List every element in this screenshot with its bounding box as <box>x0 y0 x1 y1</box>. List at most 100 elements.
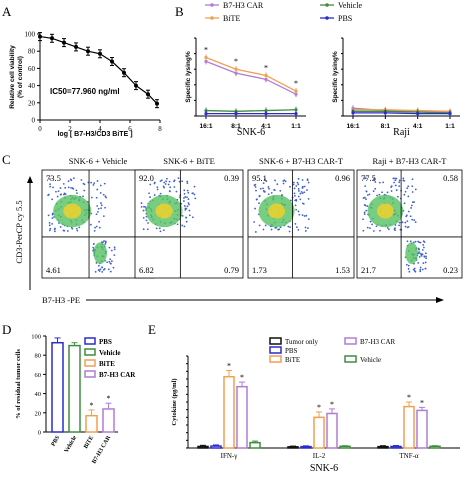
flow-event-dot <box>185 207 188 210</box>
flow-event-dot <box>267 193 270 196</box>
flow-event-dot <box>96 180 99 182</box>
flow-event-dot <box>183 197 185 199</box>
x-tick-label-b: 4:1 <box>261 123 271 130</box>
flow-event-dot <box>402 179 405 182</box>
flow-event-dot <box>303 185 306 188</box>
flow-event-dot <box>365 198 367 201</box>
sig-star-b: * <box>204 46 208 55</box>
flow-event-dot <box>409 215 412 218</box>
flow-event-dot <box>186 182 189 185</box>
bar-e <box>249 441 261 449</box>
data-point-a <box>50 36 54 41</box>
series-line-b <box>205 60 297 95</box>
flow-event-dot <box>254 231 257 233</box>
flow-event-dot <box>256 198 258 201</box>
flow-event-dot <box>372 190 375 193</box>
ic50-annotation: IC50=77.960 ng/ml <box>50 87 120 96</box>
subplot-title-b: Raji <box>393 127 410 138</box>
y-axis-label-line-a: Relative cell viability <box>9 45 16 109</box>
flow-event-dot <box>184 208 187 211</box>
flow-event-dot <box>378 181 381 184</box>
flow-event-dot <box>53 228 56 231</box>
flow-event-dot <box>254 207 257 210</box>
flow-event-dot <box>404 225 407 228</box>
bar-e <box>416 409 428 449</box>
flow-event-dot <box>395 189 398 191</box>
quadrant-percent: 0.96 <box>335 173 350 183</box>
flow-event-dot <box>142 216 145 219</box>
flow-event-dot <box>187 191 190 194</box>
flow-event-dot <box>276 183 279 186</box>
flow-event-dot <box>406 240 409 243</box>
flow-event-dot <box>188 214 191 217</box>
flow-event-dot <box>187 202 190 204</box>
flow-plot-title: SNK-6 + BiTE <box>163 156 215 166</box>
flow-event-dot <box>307 197 310 200</box>
data-point-a <box>62 40 66 45</box>
flow-event-dot <box>424 261 427 264</box>
flow-density-core <box>405 242 418 264</box>
x-tick-label-d: PBS <box>51 434 62 447</box>
flow-scatter-cloud <box>253 177 310 233</box>
flow-event-dot <box>99 191 102 194</box>
flow-event-dot <box>421 249 424 251</box>
data-point-a <box>38 34 42 39</box>
data-point-b <box>294 89 298 93</box>
flow-event-dot <box>296 181 299 184</box>
quadrant-percent: 0.79 <box>224 265 239 275</box>
flow-density-peak <box>376 203 394 219</box>
flow-event-dot <box>365 190 368 193</box>
flow-event-dot <box>83 183 86 186</box>
flow-event-dot <box>184 196 187 198</box>
flow-event-dot <box>146 228 149 231</box>
flow-event-dot <box>159 230 162 233</box>
flow-event-dot <box>362 218 364 221</box>
flow-event-dot <box>56 195 59 198</box>
flow-event-dot <box>156 188 159 191</box>
flow-event-dot <box>173 186 176 188</box>
flow-event-dot <box>293 194 296 197</box>
flow-event-dot <box>300 190 303 193</box>
flow-event-dot <box>109 270 112 273</box>
flow-event-dot <box>93 229 96 232</box>
legend-label-e: PBS <box>285 347 298 355</box>
x-tick-label-a: 2 <box>68 125 72 133</box>
flow-event-dot <box>413 219 416 221</box>
quadrant-percent: 6.82 <box>139 265 154 275</box>
flow-event-dot <box>421 253 424 256</box>
flow-event-dot <box>398 179 401 182</box>
flow-event-dot <box>373 177 376 180</box>
flow-event-dot <box>163 181 166 184</box>
flow-event-dot <box>159 180 162 183</box>
bar-e <box>377 445 389 449</box>
flow-event-dot <box>414 240 417 243</box>
flow-event-dot <box>168 180 171 183</box>
flow-event-dot <box>101 270 104 273</box>
flow-event-dot <box>406 187 409 190</box>
flow-event-dot <box>369 227 371 230</box>
x-axis-title-e: SNK-6 <box>310 463 338 474</box>
x-tick-label-b: 8:1 <box>231 123 241 130</box>
flow-event-dot <box>62 183 65 185</box>
flow-event-dot <box>173 180 175 183</box>
flow-event-dot <box>304 230 307 232</box>
sig-star-e: * <box>420 398 424 407</box>
flow-event-dot <box>382 181 385 184</box>
flow-event-dot <box>394 179 397 182</box>
flow-event-dot <box>76 229 79 232</box>
legend-marker-b <box>325 16 329 20</box>
flow-event-dot <box>253 221 256 223</box>
flow-event-dot <box>398 224 401 227</box>
data-point-a <box>98 51 102 56</box>
flow-event-dot <box>49 185 52 188</box>
flow-event-dot <box>423 255 426 258</box>
legend-label-d: BiTE <box>99 360 115 368</box>
flow-event-dot <box>167 183 170 186</box>
flow-event-dot <box>307 218 310 220</box>
y-tick-label-a: 0 <box>32 117 36 125</box>
y-tick-label-d: 100 <box>31 334 41 341</box>
quadrant-percent: 21.7 <box>361 265 376 275</box>
flow-event-dot <box>393 181 396 184</box>
flow-event-dot <box>110 249 113 252</box>
